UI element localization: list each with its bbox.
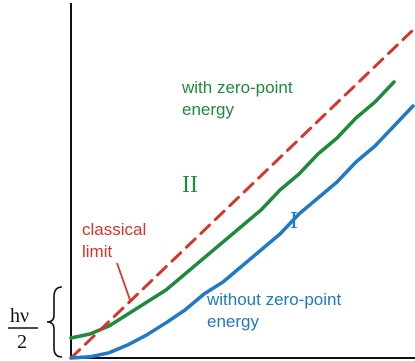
green-series-roman: II — [182, 172, 198, 198]
green-series-label-line1: with zero-point — [181, 78, 293, 97]
red-series-line — [69, 28, 415, 360]
hnu-numerator: hν — [10, 305, 29, 327]
red-series-label-line1: classical — [82, 220, 146, 239]
green-series-label-line2: energy — [182, 100, 234, 119]
green-series-line — [69, 80, 396, 340]
hnu-brace — [46, 286, 63, 358]
classical-limit-pointer — [116, 262, 131, 301]
blue-series-roman: I — [290, 208, 298, 234]
blue-series-label-line2: energy — [207, 312, 259, 331]
hnu-denominator: 2 — [17, 331, 27, 353]
blue-series-label-line1: without zero-point — [206, 290, 341, 309]
blue-series-line — [69, 104, 415, 360]
red-series-label-line2: limit — [82, 242, 112, 261]
